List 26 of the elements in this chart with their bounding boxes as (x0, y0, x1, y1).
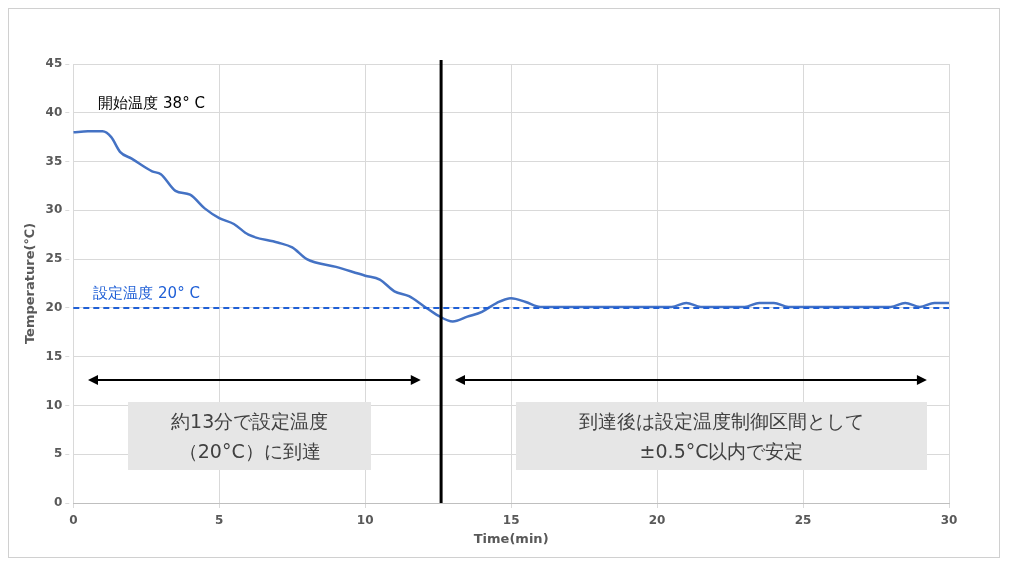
x-tick-label: 10 (356, 513, 374, 528)
annotation: 開始温度 38° C (98, 94, 205, 113)
x-tick-label: 25 (794, 513, 812, 528)
annotation: 到達後は設定温度制御区間として±0.5°C以内で安定 (578, 409, 866, 464)
annotation: 約13分で設定温度（20°C）に到達 (170, 409, 330, 464)
x-tick-label: 30 (940, 513, 958, 528)
y-tick-label: 30 (45, 202, 63, 217)
y-axis-title: Temperature(℃) (22, 222, 38, 345)
ref-line-label: 設定温度 20° C (93, 284, 200, 303)
y-tick-label: 5 (53, 446, 63, 461)
note-box: 約13分で設定温度（20°C）に到達 (128, 402, 372, 470)
y-tick-label: 0 (53, 495, 63, 510)
y-tick-label: 40 (45, 104, 63, 119)
y-tick-label: 25 (45, 251, 63, 266)
x-tick-label: 20 (648, 513, 666, 528)
x-axis-title: Time(min) (473, 530, 549, 546)
y-tick-label: 10 (45, 397, 63, 412)
y-tick-label: 20 (45, 300, 63, 315)
y-tick-label: 35 (45, 153, 63, 168)
x-tick-label: 15 (502, 513, 520, 528)
y-tick-label: 45 (45, 56, 63, 71)
x-tick-label: 5 (215, 513, 224, 528)
line-series (73, 130, 949, 323)
note-box: 到達後は設定温度制御区間として±0.5°C以内で安定 (516, 402, 927, 470)
x-tick-label: 0 (69, 513, 78, 528)
y-tick-label: 15 (45, 348, 63, 363)
